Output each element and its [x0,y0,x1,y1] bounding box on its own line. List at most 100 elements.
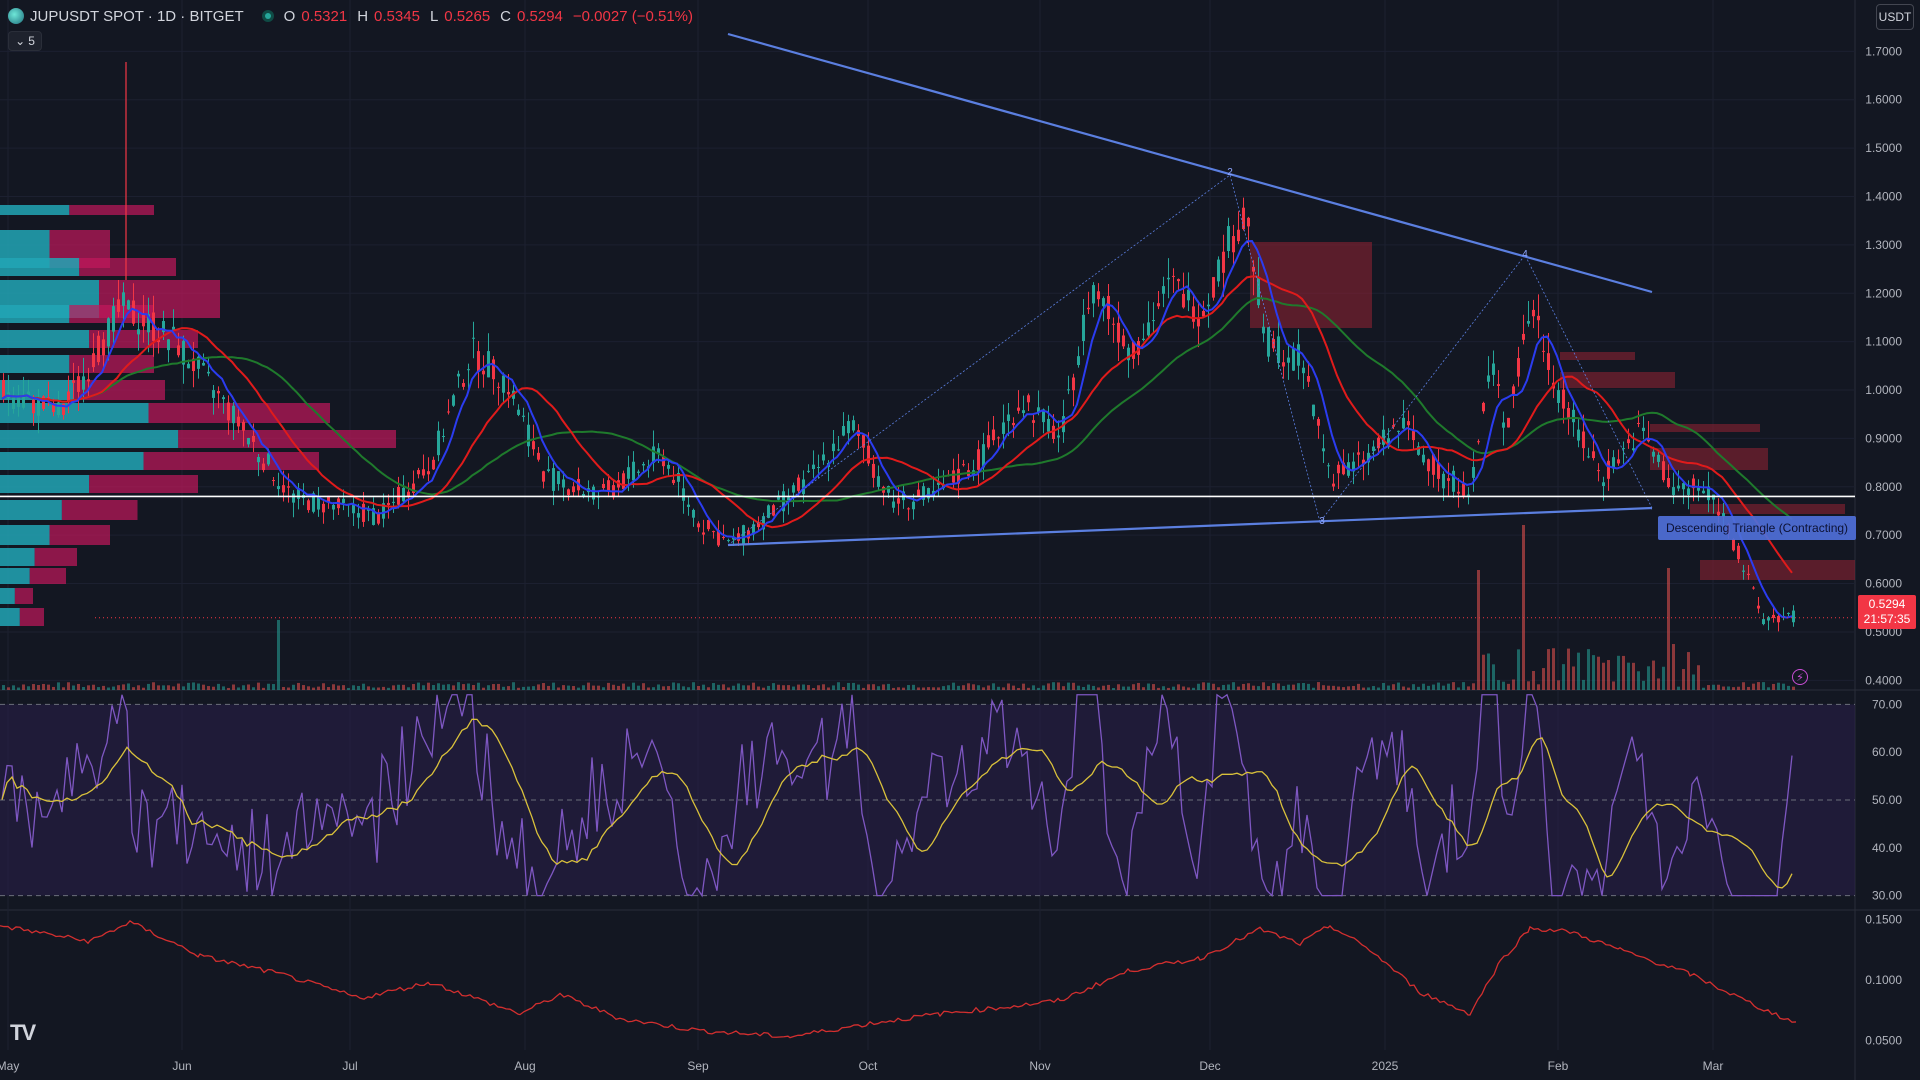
candle-body [102,339,105,356]
currency-button[interactable]: USDT [1876,4,1914,30]
candle-body [1092,285,1095,304]
volume-bar [1647,666,1650,690]
volume-bar [1057,682,1060,690]
candle-body [1297,344,1300,366]
indicators-toggle-button[interactable]: ⌄ 5 [8,31,42,51]
volume-bar [47,684,50,690]
volume-bar [782,685,785,690]
candle-body [692,509,695,518]
price-axis-label: 0.9000 [1865,431,1902,445]
volume-bar [342,685,345,690]
volume-bar [417,682,420,690]
candle-body [1672,487,1675,495]
time-axis-label: Aug [514,1059,535,1073]
tradingview-logo-icon[interactable]: TV [10,1020,36,1045]
volume-bar [1467,686,1470,690]
volume-bar [302,685,305,690]
candle-body [1047,418,1050,432]
candle-body [422,469,425,476]
time-axis-label: Dec [1199,1059,1220,1073]
volume-bar [167,685,170,690]
candle-body [697,523,700,528]
volume-bar [1072,682,1075,690]
volume-bar [672,682,675,690]
volume-bar [912,684,915,690]
supply-zone [1700,560,1855,568]
candle-body [622,473,625,490]
candle-body [1357,452,1360,455]
candle-body [1737,545,1740,560]
volume-bar [762,687,765,690]
volume-bar [67,682,70,690]
volume-bar [257,682,260,690]
candle-body [862,435,865,448]
candle-body [842,426,845,436]
candle-body [1322,448,1325,452]
volume-bar [1247,683,1250,690]
price-axis-label: 1.3000 [1865,238,1902,252]
candle-body [777,495,780,500]
price-axis-label: 1.7000 [1865,44,1902,58]
candle-body [952,470,955,483]
candle-body [492,359,495,380]
candle-body [182,340,185,365]
lightning-icon[interactable]: ⚡ [1792,669,1808,685]
candle-body [1462,483,1465,496]
candle-body [1242,207,1245,230]
volume-bar [1277,683,1280,690]
volume-bar [322,683,325,690]
candle-body [382,503,385,519]
volume-bar [1262,682,1265,690]
candle-body [742,525,745,545]
volume-bar [567,685,570,690]
candle-body [1227,226,1230,252]
candle-body [962,464,965,466]
candle-body [1442,473,1445,489]
volume-bar [72,685,75,690]
volume-bar [372,687,375,690]
candle-body [667,464,670,469]
time-axis-label: 2025 [1372,1059,1399,1073]
volume-bar [1707,685,1710,690]
candle-body [1587,456,1590,458]
volume-bar [507,686,510,690]
candle-body [187,363,190,369]
candle-body [572,486,575,493]
candle-body [322,503,325,513]
pattern-label[interactable]: Descending Triangle (Contracting) [1658,516,1856,540]
candle-body [232,405,235,424]
candle-body [542,471,545,482]
symbol-header[interactable]: JUPUSDT SPOT · 1D · BITGET O 0.5321 H 0.53… [8,6,697,26]
symbol-title[interactable]: JUPUSDT SPOT · 1D · BITGET [30,7,244,25]
volume-bar [1457,687,1460,690]
candle-body [1302,367,1305,374]
candle-body [787,497,790,501]
candle-body [832,443,835,452]
candle-body [562,479,565,488]
candle-body [1497,384,1500,386]
volume-bar [197,683,200,690]
candle-body [297,488,300,499]
volume-bar [457,682,460,690]
volume-bar [1727,686,1730,690]
volume-bar [517,687,520,690]
candle-body [1167,277,1170,280]
volume-profile-bar [0,305,70,323]
candle-body [217,390,220,394]
last-price-tag: 0.5294 21:57:35 [1858,595,1916,629]
volume-bar [1407,687,1410,690]
candle-body [877,476,880,487]
volume-bar [852,682,855,690]
volume-bar [777,684,780,690]
candle-body [1137,341,1140,355]
candle-body [1022,410,1025,414]
volume-bar [967,683,970,690]
candle-body [567,489,570,495]
volume-bar [1012,685,1015,690]
volume-bar [1522,525,1525,690]
volume-bar [1322,685,1325,690]
volume-bar [1082,686,1085,690]
volume-bar [1422,683,1425,690]
volume-bar [1532,671,1535,690]
